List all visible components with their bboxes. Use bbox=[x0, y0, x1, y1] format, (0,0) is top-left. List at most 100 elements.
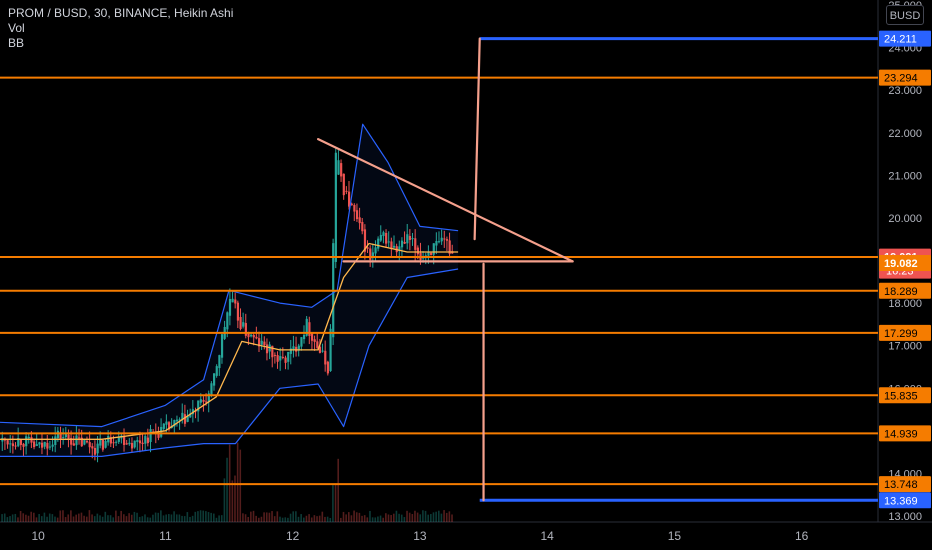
candle-body bbox=[305, 318, 308, 336]
indicator-vol-label[interactable]: Vol bbox=[8, 21, 25, 35]
candle-body bbox=[385, 232, 388, 244]
volume-bar bbox=[43, 512, 46, 522]
candle-body bbox=[48, 446, 52, 448]
volume-bar bbox=[128, 513, 130, 522]
candle-body bbox=[157, 432, 160, 438]
x-tick-label: 10 bbox=[31, 529, 45, 543]
candle-body bbox=[414, 238, 417, 250]
price-level-label-text: 13.748 bbox=[884, 479, 918, 491]
volume-bar bbox=[382, 517, 385, 522]
volume-bar bbox=[295, 511, 297, 522]
volume-bar bbox=[115, 510, 117, 522]
candle-body bbox=[289, 348, 292, 354]
candle-body bbox=[321, 350, 324, 352]
volume-bar bbox=[332, 485, 334, 522]
volume-bar bbox=[220, 515, 223, 522]
volume-bar bbox=[226, 457, 228, 522]
candle-body bbox=[292, 346, 295, 350]
candle-body bbox=[144, 436, 147, 444]
bb-upper-line bbox=[0, 123, 459, 428]
volume-bar bbox=[133, 511, 136, 522]
volume-bar bbox=[99, 515, 101, 522]
candle-body bbox=[392, 245, 396, 248]
price-level-label-text: 15.835 bbox=[884, 390, 918, 402]
volume-bar bbox=[300, 514, 302, 522]
volume-bar bbox=[302, 517, 305, 522]
volume-bar bbox=[308, 514, 310, 522]
candle-body bbox=[316, 341, 319, 348]
volume-bar bbox=[14, 513, 17, 522]
volume-bar bbox=[160, 510, 162, 522]
y-tick-label: 20.000 bbox=[888, 213, 922, 225]
volume-bar bbox=[162, 515, 165, 522]
chart-legend: PROM / BUSD, 30, BINANCE, Heikin Ashi Vo… bbox=[8, 6, 233, 51]
candle-body bbox=[96, 443, 99, 454]
price-level-label-text: 24.211 bbox=[884, 34, 917, 46]
volume-bar bbox=[80, 512, 83, 522]
candle-body bbox=[125, 443, 128, 445]
volume-bar bbox=[168, 514, 170, 522]
candle-body bbox=[382, 232, 385, 237]
indicator-bb-label[interactable]: BB bbox=[8, 36, 25, 50]
price-level-label-tag bbox=[879, 324, 931, 341]
volume-bar bbox=[149, 517, 152, 522]
candle-body bbox=[88, 442, 91, 448]
candle-body bbox=[313, 339, 316, 342]
volume-bar bbox=[64, 517, 67, 522]
candle-body bbox=[371, 252, 375, 258]
volume-bar bbox=[297, 516, 300, 522]
volume-bar bbox=[377, 516, 379, 522]
currency-button[interactable]: BUSD bbox=[886, 5, 924, 25]
candle-body bbox=[220, 334, 224, 358]
candle-body bbox=[128, 442, 131, 445]
candle-body bbox=[17, 437, 20, 447]
candle-body bbox=[80, 437, 83, 447]
candle-body bbox=[181, 412, 184, 420]
volume-bar bbox=[67, 514, 70, 522]
bb-lower-line bbox=[0, 268, 459, 457]
volume-bar bbox=[263, 512, 265, 522]
candle-body bbox=[318, 346, 322, 353]
candle-body bbox=[345, 190, 348, 192]
candle-body bbox=[242, 322, 245, 327]
y-tick-label: 13.000 bbox=[888, 511, 922, 523]
support-level-text: 19.082 bbox=[884, 258, 918, 270]
candle-body bbox=[432, 243, 435, 255]
candle-body bbox=[369, 248, 372, 260]
candle-body bbox=[361, 221, 364, 232]
volume-bar bbox=[430, 514, 432, 522]
candle-body bbox=[67, 434, 70, 439]
candle-body bbox=[374, 247, 377, 254]
volume-bar bbox=[157, 512, 160, 522]
volume-bar bbox=[120, 510, 122, 522]
candle-body bbox=[273, 354, 277, 356]
price-level-label-tag bbox=[879, 282, 931, 299]
candle-body bbox=[75, 435, 78, 446]
volume-bar bbox=[271, 511, 273, 522]
candle-body bbox=[435, 240, 438, 246]
candle-body bbox=[260, 340, 263, 345]
price-level-label-text: 14.939 bbox=[884, 428, 918, 440]
candle-body bbox=[329, 328, 332, 372]
volume-bar bbox=[207, 512, 210, 522]
symbol-title: PROM / BUSD, 30, BINANCE, Heikin Ashi bbox=[8, 6, 234, 20]
candle-body bbox=[99, 438, 102, 446]
volume-bar bbox=[427, 514, 429, 522]
price-level-label-tag bbox=[879, 476, 931, 493]
volume-bar bbox=[432, 512, 435, 522]
candle-body bbox=[70, 437, 73, 445]
candle-body bbox=[387, 241, 390, 243]
candle-body bbox=[162, 423, 165, 429]
volume-bar bbox=[313, 515, 316, 522]
candle-body bbox=[379, 234, 382, 241]
volume-bar bbox=[342, 511, 345, 522]
y-tick-label: 18.000 bbox=[888, 298, 922, 310]
volume-bar bbox=[326, 516, 329, 522]
candle-body bbox=[64, 434, 67, 438]
volume-bar bbox=[292, 511, 295, 522]
candle-body bbox=[337, 160, 340, 175]
candle-body bbox=[215, 366, 218, 376]
candle-body bbox=[133, 440, 136, 448]
volume-bar bbox=[85, 516, 88, 522]
